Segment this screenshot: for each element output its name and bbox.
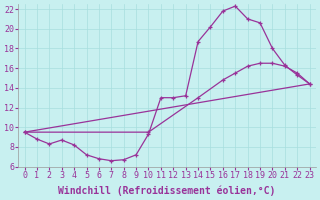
X-axis label: Windchill (Refroidissement éolien,°C): Windchill (Refroidissement éolien,°C) (58, 185, 276, 196)
